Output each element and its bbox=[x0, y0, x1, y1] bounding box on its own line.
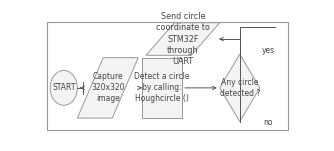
Bar bbox=[142, 58, 182, 118]
Polygon shape bbox=[146, 23, 220, 55]
Text: Send circle
coordinate to
STM32F
through
UART: Send circle coordinate to STM32F through… bbox=[156, 12, 210, 66]
Polygon shape bbox=[220, 54, 260, 122]
Polygon shape bbox=[77, 58, 138, 118]
Text: Capture
320x320
image: Capture 320x320 image bbox=[91, 72, 125, 103]
Ellipse shape bbox=[50, 70, 77, 105]
Text: Any circle
detected ?: Any circle detected ? bbox=[219, 78, 260, 98]
Text: Detect a circle
by calling:
Houghcircle (): Detect a circle by calling: Houghcircle … bbox=[134, 72, 190, 103]
Text: yes: yes bbox=[262, 46, 275, 55]
Text: START: START bbox=[52, 83, 75, 92]
Text: no: no bbox=[264, 118, 273, 127]
